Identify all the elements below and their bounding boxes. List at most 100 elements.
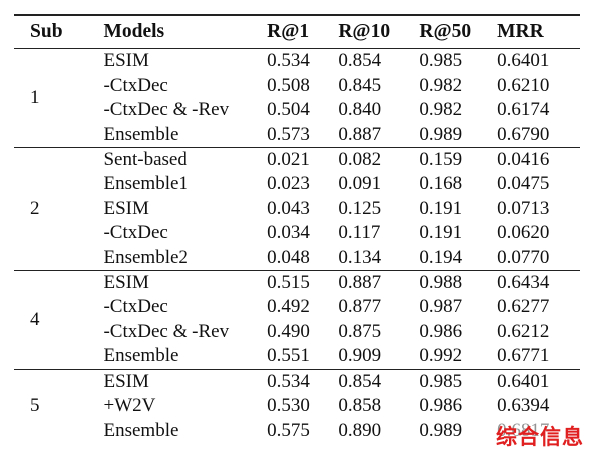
mrr-cell: 0.6434 bbox=[497, 272, 550, 294]
r10-cell: 0.875 bbox=[338, 320, 382, 342]
model-cell: -CtxDec & -Rev bbox=[103, 99, 230, 121]
r1-cell: 0.573 bbox=[267, 123, 310, 145]
r10-cell: 0.854 bbox=[338, 370, 382, 392]
model-cell: -CtxDec bbox=[103, 296, 168, 318]
r50-cell: 0.986 bbox=[419, 395, 463, 417]
r1-cell: 0.492 bbox=[267, 296, 310, 318]
table-row: Ensemble1 0.023 0.091 0.168 0.0475 bbox=[14, 172, 580, 196]
r10-cell: 0.082 bbox=[338, 149, 382, 171]
table-row: -CtxDec & -Rev 0.504 0.840 0.982 0.6174 bbox=[14, 98, 580, 122]
mrr-cell: 0.6174 bbox=[497, 99, 550, 121]
r1-cell: 0.048 bbox=[267, 246, 310, 268]
r10-cell: 0.887 bbox=[338, 272, 382, 294]
r1-cell: 0.534 bbox=[267, 370, 310, 392]
r10-cell: 0.887 bbox=[338, 123, 382, 145]
r1-cell: 0.515 bbox=[267, 272, 310, 294]
r10-cell: 0.134 bbox=[338, 246, 382, 268]
model-cell: ESIM bbox=[103, 272, 149, 294]
model-cell: Ensemble bbox=[103, 123, 179, 145]
r1-cell: 0.490 bbox=[267, 320, 310, 342]
r50-cell: 0.159 bbox=[419, 149, 463, 171]
table-row: 1 ESIM 0.534 0.854 0.985 0.6401 bbox=[14, 49, 580, 108]
table-row: 4 ESIM 0.515 0.887 0.988 0.6434 bbox=[14, 271, 580, 330]
mrr-cell: 0.6212 bbox=[497, 320, 550, 342]
r50-cell: 0.191 bbox=[419, 222, 463, 244]
table-row: 5 ESIM 0.534 0.854 0.985 0.6401 bbox=[14, 369, 580, 416]
table-row: +W2V 0.530 0.858 0.986 0.6394 bbox=[14, 394, 580, 418]
header-mrr: MRR bbox=[497, 21, 544, 42]
model-cell: +W2V bbox=[103, 395, 156, 417]
mrr-cell: 0.0416 bbox=[497, 149, 550, 171]
table-row: Ensemble2 0.048 0.134 0.194 0.0770 bbox=[14, 246, 580, 271]
mrr-cell: 0.6771 bbox=[497, 345, 550, 367]
table-header: Sub Models R@1 R@10 R@50 MRR bbox=[14, 15, 580, 49]
model-cell: Sent-based bbox=[103, 149, 187, 171]
watermark-logo: 综合信息 bbox=[496, 421, 584, 451]
mrr-cell: 0.0475 bbox=[497, 173, 550, 195]
model-cell: ESIM bbox=[103, 50, 149, 72]
results-table: Sub Models R@1 R@10 R@50 MRR 1 ESIM 0.534 0… bbox=[14, 14, 580, 443]
r50-cell: 0.986 bbox=[419, 320, 463, 342]
sub-cell: 1 bbox=[30, 87, 40, 109]
r50-cell: 0.989 bbox=[419, 419, 463, 441]
r1-cell: 0.023 bbox=[267, 173, 310, 195]
r1-cell: 0.575 bbox=[267, 419, 310, 441]
model-cell: -CtxDec bbox=[103, 74, 168, 96]
header-r50: R@50 bbox=[419, 21, 472, 42]
r50-cell: 0.168 bbox=[419, 173, 463, 195]
r50-cell: 0.985 bbox=[419, 370, 463, 392]
r50-cell: 0.988 bbox=[419, 272, 463, 294]
model-cell: Ensemble bbox=[103, 419, 179, 441]
r1-cell: 0.504 bbox=[267, 99, 310, 121]
model-cell: ESIM bbox=[103, 370, 149, 392]
mrr-cell: 0.6790 bbox=[497, 123, 550, 145]
r50-cell: 0.985 bbox=[419, 50, 463, 72]
results-table-container: Sub Models R@1 R@10 R@50 MRR 1 ESIM 0.534 0… bbox=[14, 14, 580, 443]
table-group: 1 ESIM 0.534 0.854 0.985 0.6401 -CtxDec 0.508 0.… bbox=[14, 49, 580, 148]
sub-cell: 2 bbox=[30, 197, 40, 219]
table-row: 2 Sent-based 0.021 0.082 0.159 0.0416 bbox=[14, 148, 580, 219]
table-row: -CtxDec 0.492 0.877 0.987 0.6277 bbox=[14, 295, 580, 319]
table-group: 2 Sent-based 0.021 0.082 0.159 0.0416 Ensemble… bbox=[14, 148, 580, 271]
r1-cell: 0.021 bbox=[267, 149, 310, 171]
r10-cell: 0.877 bbox=[338, 296, 382, 318]
header-r10: R@10 bbox=[338, 21, 391, 42]
r10-cell: 0.125 bbox=[338, 197, 382, 219]
table-row: -CtxDec 0.508 0.845 0.982 0.6210 bbox=[14, 74, 580, 98]
header-models: Models bbox=[103, 21, 165, 42]
r1-cell: 0.034 bbox=[267, 222, 310, 244]
sub-cell: 4 bbox=[30, 308, 40, 330]
model-cell: Ensemble2 bbox=[103, 246, 188, 268]
table-row: -CtxDec 0.034 0.117 0.191 0.0620 bbox=[14, 221, 580, 245]
model-cell: ESIM bbox=[103, 197, 149, 219]
mrr-cell: 0.0770 bbox=[497, 246, 550, 268]
model-cell: -CtxDec & -Rev bbox=[103, 320, 230, 342]
mrr-cell: 0.6210 bbox=[497, 74, 550, 96]
header-r1: R@1 bbox=[267, 21, 310, 42]
r50-cell: 0.982 bbox=[419, 74, 463, 96]
mrr-cell: 0.6401 bbox=[497, 50, 550, 72]
model-cell: Ensemble bbox=[103, 345, 179, 367]
r10-cell: 0.840 bbox=[338, 99, 382, 121]
r1-cell: 0.043 bbox=[267, 197, 310, 219]
r10-cell: 0.909 bbox=[338, 345, 382, 367]
mrr-cell: 0.6394 bbox=[497, 395, 550, 417]
header-sub: Sub bbox=[30, 21, 63, 42]
model-cell: -CtxDec bbox=[103, 222, 168, 244]
mrr-cell: 0.0620 bbox=[497, 222, 550, 244]
r50-cell: 0.982 bbox=[419, 99, 463, 121]
r50-cell: 0.191 bbox=[419, 197, 463, 219]
r10-cell: 0.854 bbox=[338, 50, 382, 72]
mrr-cell: 0.6401 bbox=[497, 370, 550, 392]
sub-cell: 5 bbox=[30, 395, 40, 417]
table-row: ESIM 0.043 0.125 0.191 0.0713 bbox=[14, 197, 580, 221]
r10-cell: 0.890 bbox=[338, 419, 382, 441]
r50-cell: 0.992 bbox=[419, 345, 463, 367]
model-cell: Ensemble1 bbox=[103, 173, 188, 195]
r10-cell: 0.858 bbox=[338, 395, 382, 417]
mrr-cell: 0.0713 bbox=[497, 197, 550, 219]
table-row: Ensemble 0.551 0.909 0.992 0.6771 bbox=[14, 344, 580, 369]
r1-cell: 0.551 bbox=[267, 345, 310, 367]
r50-cell: 0.194 bbox=[419, 246, 463, 268]
table-row: Ensemble 0.573 0.887 0.989 0.6790 bbox=[14, 123, 580, 148]
